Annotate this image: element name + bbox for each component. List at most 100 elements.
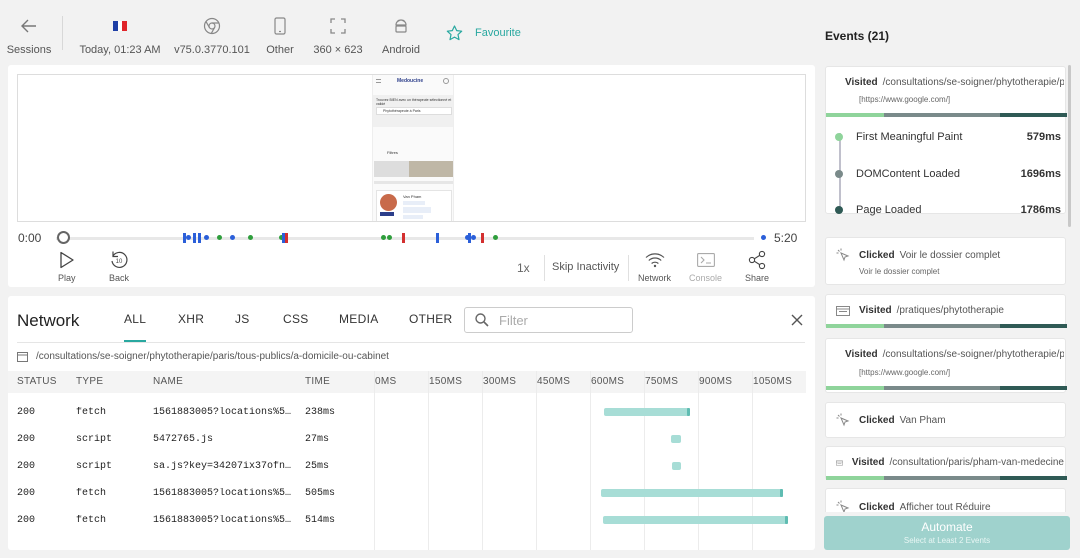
col-status[interactable]: STATUS (17, 376, 57, 387)
preview-practitioner-card: Van Pham (376, 190, 452, 221)
waterfall-bar (671, 435, 681, 443)
timeline-event-marker[interactable] (402, 233, 405, 243)
event-type: Visited (845, 77, 878, 88)
back-10-button[interactable]: 10 Back (109, 250, 129, 283)
timeline-event-marker[interactable] (186, 235, 191, 240)
metric-label: DOMContent Loaded (856, 168, 960, 180)
event-card[interactable]: Visited /consultations/se-soigner/phytot… (825, 66, 1067, 216)
metric-dot (835, 170, 843, 178)
tab-all[interactable]: ALL (124, 312, 147, 342)
speed-toggle[interactable]: 1x (517, 261, 530, 275)
event-type: Clicked (859, 414, 895, 426)
event-text: /consultation/paris/pham-van-medecine (889, 457, 1064, 468)
timeline-event-marker[interactable] (493, 235, 498, 240)
network-row[interactable]: 200 script 5472765.js 27ms (8, 425, 806, 452)
cell-type: script (76, 461, 113, 472)
tab-other[interactable]: OTHER (409, 312, 453, 326)
automate-button[interactable]: Automate Select at Least 2 Events (824, 516, 1070, 550)
timeline-scrubber[interactable] (57, 231, 70, 244)
events-title: Events (21) (825, 29, 890, 43)
timeline-event-marker[interactable] (381, 235, 386, 240)
replay-timeline[interactable]: 0:00 5:20 (18, 231, 806, 245)
timeline-event-marker[interactable] (248, 235, 253, 240)
timeline-event-marker[interactable] (217, 235, 222, 240)
event-detail: Voir le dossier complet (859, 267, 940, 276)
waterfall-gridline (752, 371, 753, 550)
network-row[interactable]: 200 fetch 1561883005?locations%5… 238ms (8, 398, 806, 425)
tab-xhr[interactable]: XHR (178, 312, 205, 326)
col-time[interactable]: TIME (305, 376, 331, 387)
timeline-event-marker[interactable] (761, 235, 766, 240)
events-scrollbar[interactable] (1068, 65, 1071, 227)
timeline-event-marker[interactable] (471, 235, 476, 240)
network-row[interactable]: 200 fetch 1561883005?locations%5… 514ms (8, 506, 806, 533)
network-row[interactable]: 200 fetch 1561883005?locations%5… 505ms (8, 479, 806, 506)
waterfall-bar-end (779, 489, 783, 497)
timeline-event-marker[interactable] (193, 233, 196, 243)
event-text: /consultations/se-soigner/phytotherapie/… (882, 349, 1064, 360)
timeline-event-marker[interactable] (481, 233, 484, 243)
page-path: /consultations/se-soigner/phytotherapie/… (17, 351, 389, 362)
waterfall-bar-end (687, 408, 691, 416)
os-label: Android (382, 44, 420, 56)
timeline-event-marker[interactable] (282, 233, 285, 243)
cell-status: 200 (17, 488, 36, 499)
skip-inactivity-toggle[interactable]: Skip Inactivity (552, 261, 620, 273)
event-text: /consultations/se-soigner/phytotherapie/… (882, 77, 1064, 88)
event-card[interactable]: Visited /consultation/paris/pham-van-med… (825, 446, 1067, 480)
favourite-button[interactable]: Favourite (446, 25, 521, 41)
play-button[interactable]: Play (58, 250, 76, 283)
waterfall-gridline (428, 371, 429, 550)
network-label: Network (638, 273, 672, 283)
timeline-event-marker[interactable] (468, 233, 471, 243)
metric-value: 1786ms (1020, 204, 1061, 216)
event-referrer: [https://www.google.com/] (859, 368, 951, 377)
network-button[interactable]: Network (638, 250, 671, 283)
events-list: Visited /consultations/se-soigner/phytot… (823, 62, 1068, 512)
timeline-event-marker[interactable] (436, 233, 439, 243)
filter-input[interactable] (499, 312, 619, 328)
cell-status: 200 (17, 461, 36, 472)
timeline-event-marker[interactable] (198, 233, 201, 243)
event-card[interactable]: Visited /consultations/se-soigner/phytot… (825, 338, 1067, 393)
favourite-label: Favourite (475, 27, 521, 39)
tab-media[interactable]: MEDIA (339, 312, 379, 326)
replay-viewport[interactable]: Medoucine Trouvez BIEN avec un thérapeut… (17, 74, 806, 222)
sessions-back-button[interactable]: Sessions (7, 0, 51, 60)
event-card[interactable]: Clicked Voir le dossier complet Voir le … (825, 237, 1066, 285)
preview-tag (403, 215, 423, 219)
timeline-event-marker[interactable] (387, 235, 392, 240)
cell-type: fetch (76, 515, 107, 526)
event-card[interactable]: Clicked Afficher tout Réduire (825, 488, 1066, 512)
browser-info: v75.0.3770.101 (172, 0, 252, 60)
practitioner-badge (380, 212, 394, 216)
filter-box[interactable] (464, 307, 633, 333)
timeline-event-marker[interactable] (465, 235, 470, 240)
timeline-event-marker[interactable] (204, 235, 209, 240)
cell-time: 505ms (305, 488, 336, 499)
col-type[interactable]: TYPE (76, 376, 104, 387)
event-card[interactable]: Clicked Van Pham (825, 402, 1066, 438)
cell-type: fetch (76, 488, 107, 499)
metric-value: 579ms (1026, 131, 1061, 143)
fullscreen-icon (330, 12, 346, 40)
col-name[interactable]: NAME (153, 376, 184, 387)
tab-js[interactable]: JS (235, 312, 250, 326)
timeline-event-marker[interactable] (285, 233, 288, 243)
timeline-track[interactable] (56, 237, 754, 240)
timeline-event-marker[interactable] (230, 235, 235, 240)
timeline-event-marker[interactable] (279, 235, 284, 240)
search-icon (475, 313, 489, 327)
waterfall-bar (671, 462, 681, 470)
tab-css[interactable]: CSS (283, 312, 309, 326)
metric-domcontent-loaded: DOMContent Loaded 1696ms (826, 160, 1067, 190)
metric-label: First Meaningful Paint (856, 131, 963, 143)
network-row[interactable]: 200 script sa.js?key=34207ix37ofn… 25ms (8, 452, 806, 479)
waterfall-bar (604, 408, 691, 416)
event-card[interactable]: Visited /pratiques/phytotherapie (825, 294, 1067, 328)
close-icon[interactable] (791, 313, 803, 331)
console-button[interactable]: Console (689, 250, 722, 283)
share-button[interactable]: Share (745, 250, 769, 283)
timeline-event-marker[interactable] (183, 233, 186, 243)
event-progress (826, 476, 1067, 480)
